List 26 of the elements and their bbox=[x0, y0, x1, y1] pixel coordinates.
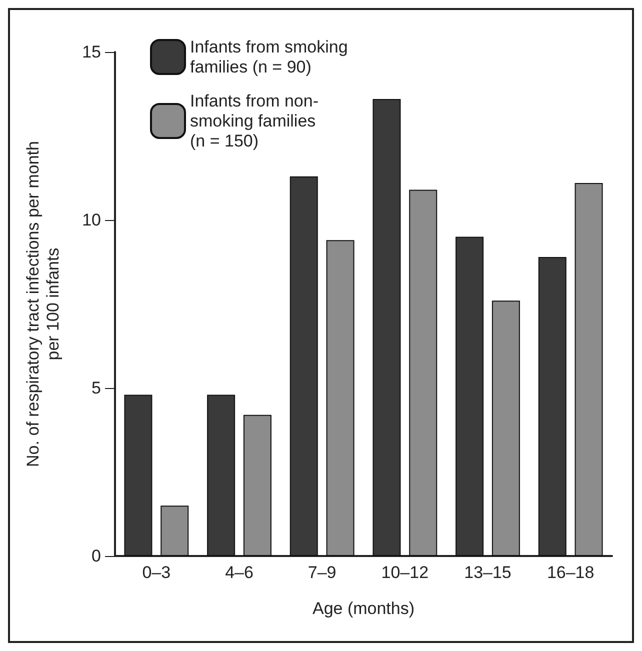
x-tick-label: 7–9 bbox=[308, 563, 336, 582]
bar bbox=[326, 240, 354, 556]
x-tick-label: 4–6 bbox=[225, 563, 254, 582]
bar bbox=[207, 394, 236, 556]
x-tick-label: 16–18 bbox=[546, 563, 594, 582]
bar bbox=[160, 506, 189, 556]
bar bbox=[409, 190, 438, 556]
bar bbox=[538, 256, 566, 556]
bar bbox=[243, 414, 272, 556]
bar bbox=[456, 236, 484, 556]
y-axis-title: No. of respiratory tract infections per month per 100 infants bbox=[24, 141, 62, 467]
x-tick-label: 13–15 bbox=[464, 563, 512, 582]
y-tick-label: 5 bbox=[92, 378, 101, 398]
x-tick-label: 0–3 bbox=[142, 563, 171, 582]
bar bbox=[290, 176, 318, 556]
y-tick-label: 15 bbox=[82, 42, 101, 62]
y-tick-label: 0 bbox=[92, 546, 101, 566]
legend-label: Infants from smoking families (n = 90) bbox=[190, 38, 348, 76]
legend-label: Infants from non- smoking families (n = 150) bbox=[190, 92, 319, 150]
bar bbox=[372, 99, 401, 556]
bar bbox=[574, 183, 603, 556]
bar bbox=[124, 394, 152, 556]
y-tick-label: 10 bbox=[82, 210, 101, 230]
x-axis-title: Age (months) bbox=[312, 599, 415, 618]
x-tick-label: 10–12 bbox=[381, 563, 429, 582]
bar bbox=[492, 300, 520, 556]
